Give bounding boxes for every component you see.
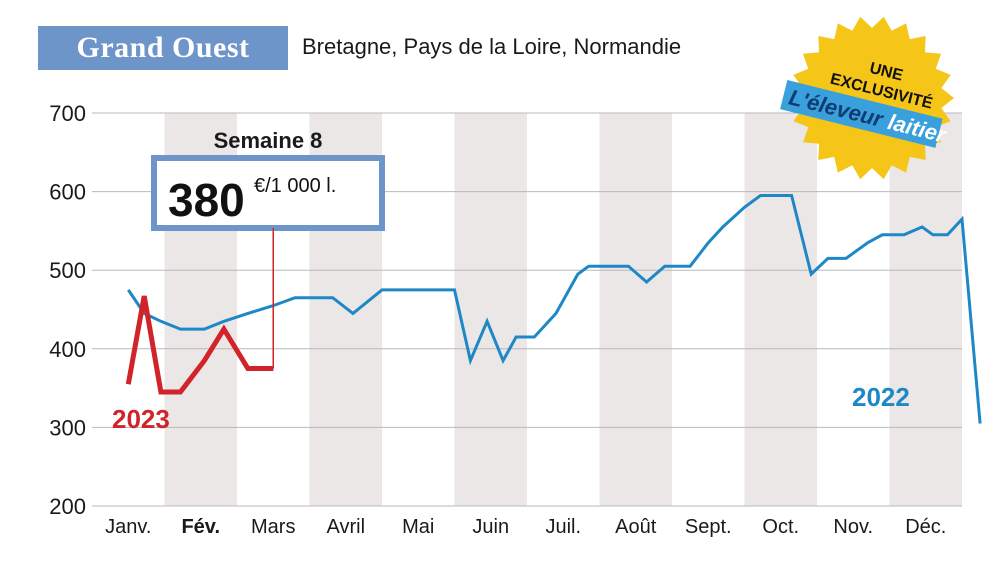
month-band bbox=[744, 113, 817, 506]
series-line-2022 bbox=[127, 194, 982, 424]
series-label-2023: 2023 bbox=[112, 404, 170, 434]
series-label-2022: 2022 bbox=[852, 382, 910, 412]
gridlines bbox=[92, 112, 962, 507]
callout: Semaine 8 380 €/1 000 l. bbox=[151, 128, 385, 369]
callout-unit: €/1 000 l. bbox=[254, 175, 336, 197]
x-tick-label: Mai bbox=[402, 516, 434, 538]
y-tick-label: 300 bbox=[49, 415, 86, 440]
y-tick-label: 200 bbox=[49, 494, 86, 519]
month-band bbox=[454, 113, 527, 506]
y-tick-label: 600 bbox=[49, 180, 86, 205]
exclusive-badge: UNE EXCLUSIVITÉ L'éleveur laitier bbox=[780, 16, 954, 180]
badge-brand-strip bbox=[780, 80, 943, 148]
x-tick-label: Mars bbox=[251, 516, 295, 538]
x-tick-label: Août bbox=[615, 516, 657, 538]
x-axis-ticks: Janv. Fév. Mars Avril Mai Juin Juil. Août Sept. O… bbox=[105, 516, 946, 538]
series-labels: 2022 2023 bbox=[112, 382, 910, 434]
x-tick-label: Sept. bbox=[685, 516, 732, 538]
month-band bbox=[599, 113, 672, 506]
chart-subtitle: Bretagne, Pays de la Loire, Normandie bbox=[302, 34, 682, 59]
x-tick-label: Fév. bbox=[181, 516, 220, 538]
y-tick-label: 400 bbox=[49, 337, 86, 362]
x-tick-label: Avril bbox=[326, 516, 365, 538]
callout-week-label: Semaine 8 bbox=[214, 128, 323, 153]
month-band bbox=[889, 113, 962, 506]
chart-title: Grand Ouest bbox=[76, 31, 250, 64]
x-tick-label: Nov. bbox=[833, 516, 873, 538]
x-tick-label: Oct. bbox=[762, 516, 799, 538]
series-line-2023 bbox=[125, 295, 274, 395]
y-tick-label: 500 bbox=[49, 258, 86, 283]
x-tick-label: Déc. bbox=[905, 516, 946, 538]
series-lines bbox=[125, 194, 982, 424]
x-tick-label: Janv. bbox=[105, 516, 151, 538]
callout-value: 380 bbox=[168, 174, 245, 226]
y-tick-label: 700 bbox=[49, 101, 86, 126]
callout-box bbox=[151, 155, 385, 231]
y-axis-ticks: 200 300 400 500 600 700 bbox=[49, 101, 86, 519]
x-tick-label: Juil. bbox=[545, 516, 581, 538]
x-tick-label: Juin bbox=[472, 516, 509, 538]
title-box: Grand Ouest bbox=[38, 26, 288, 70]
